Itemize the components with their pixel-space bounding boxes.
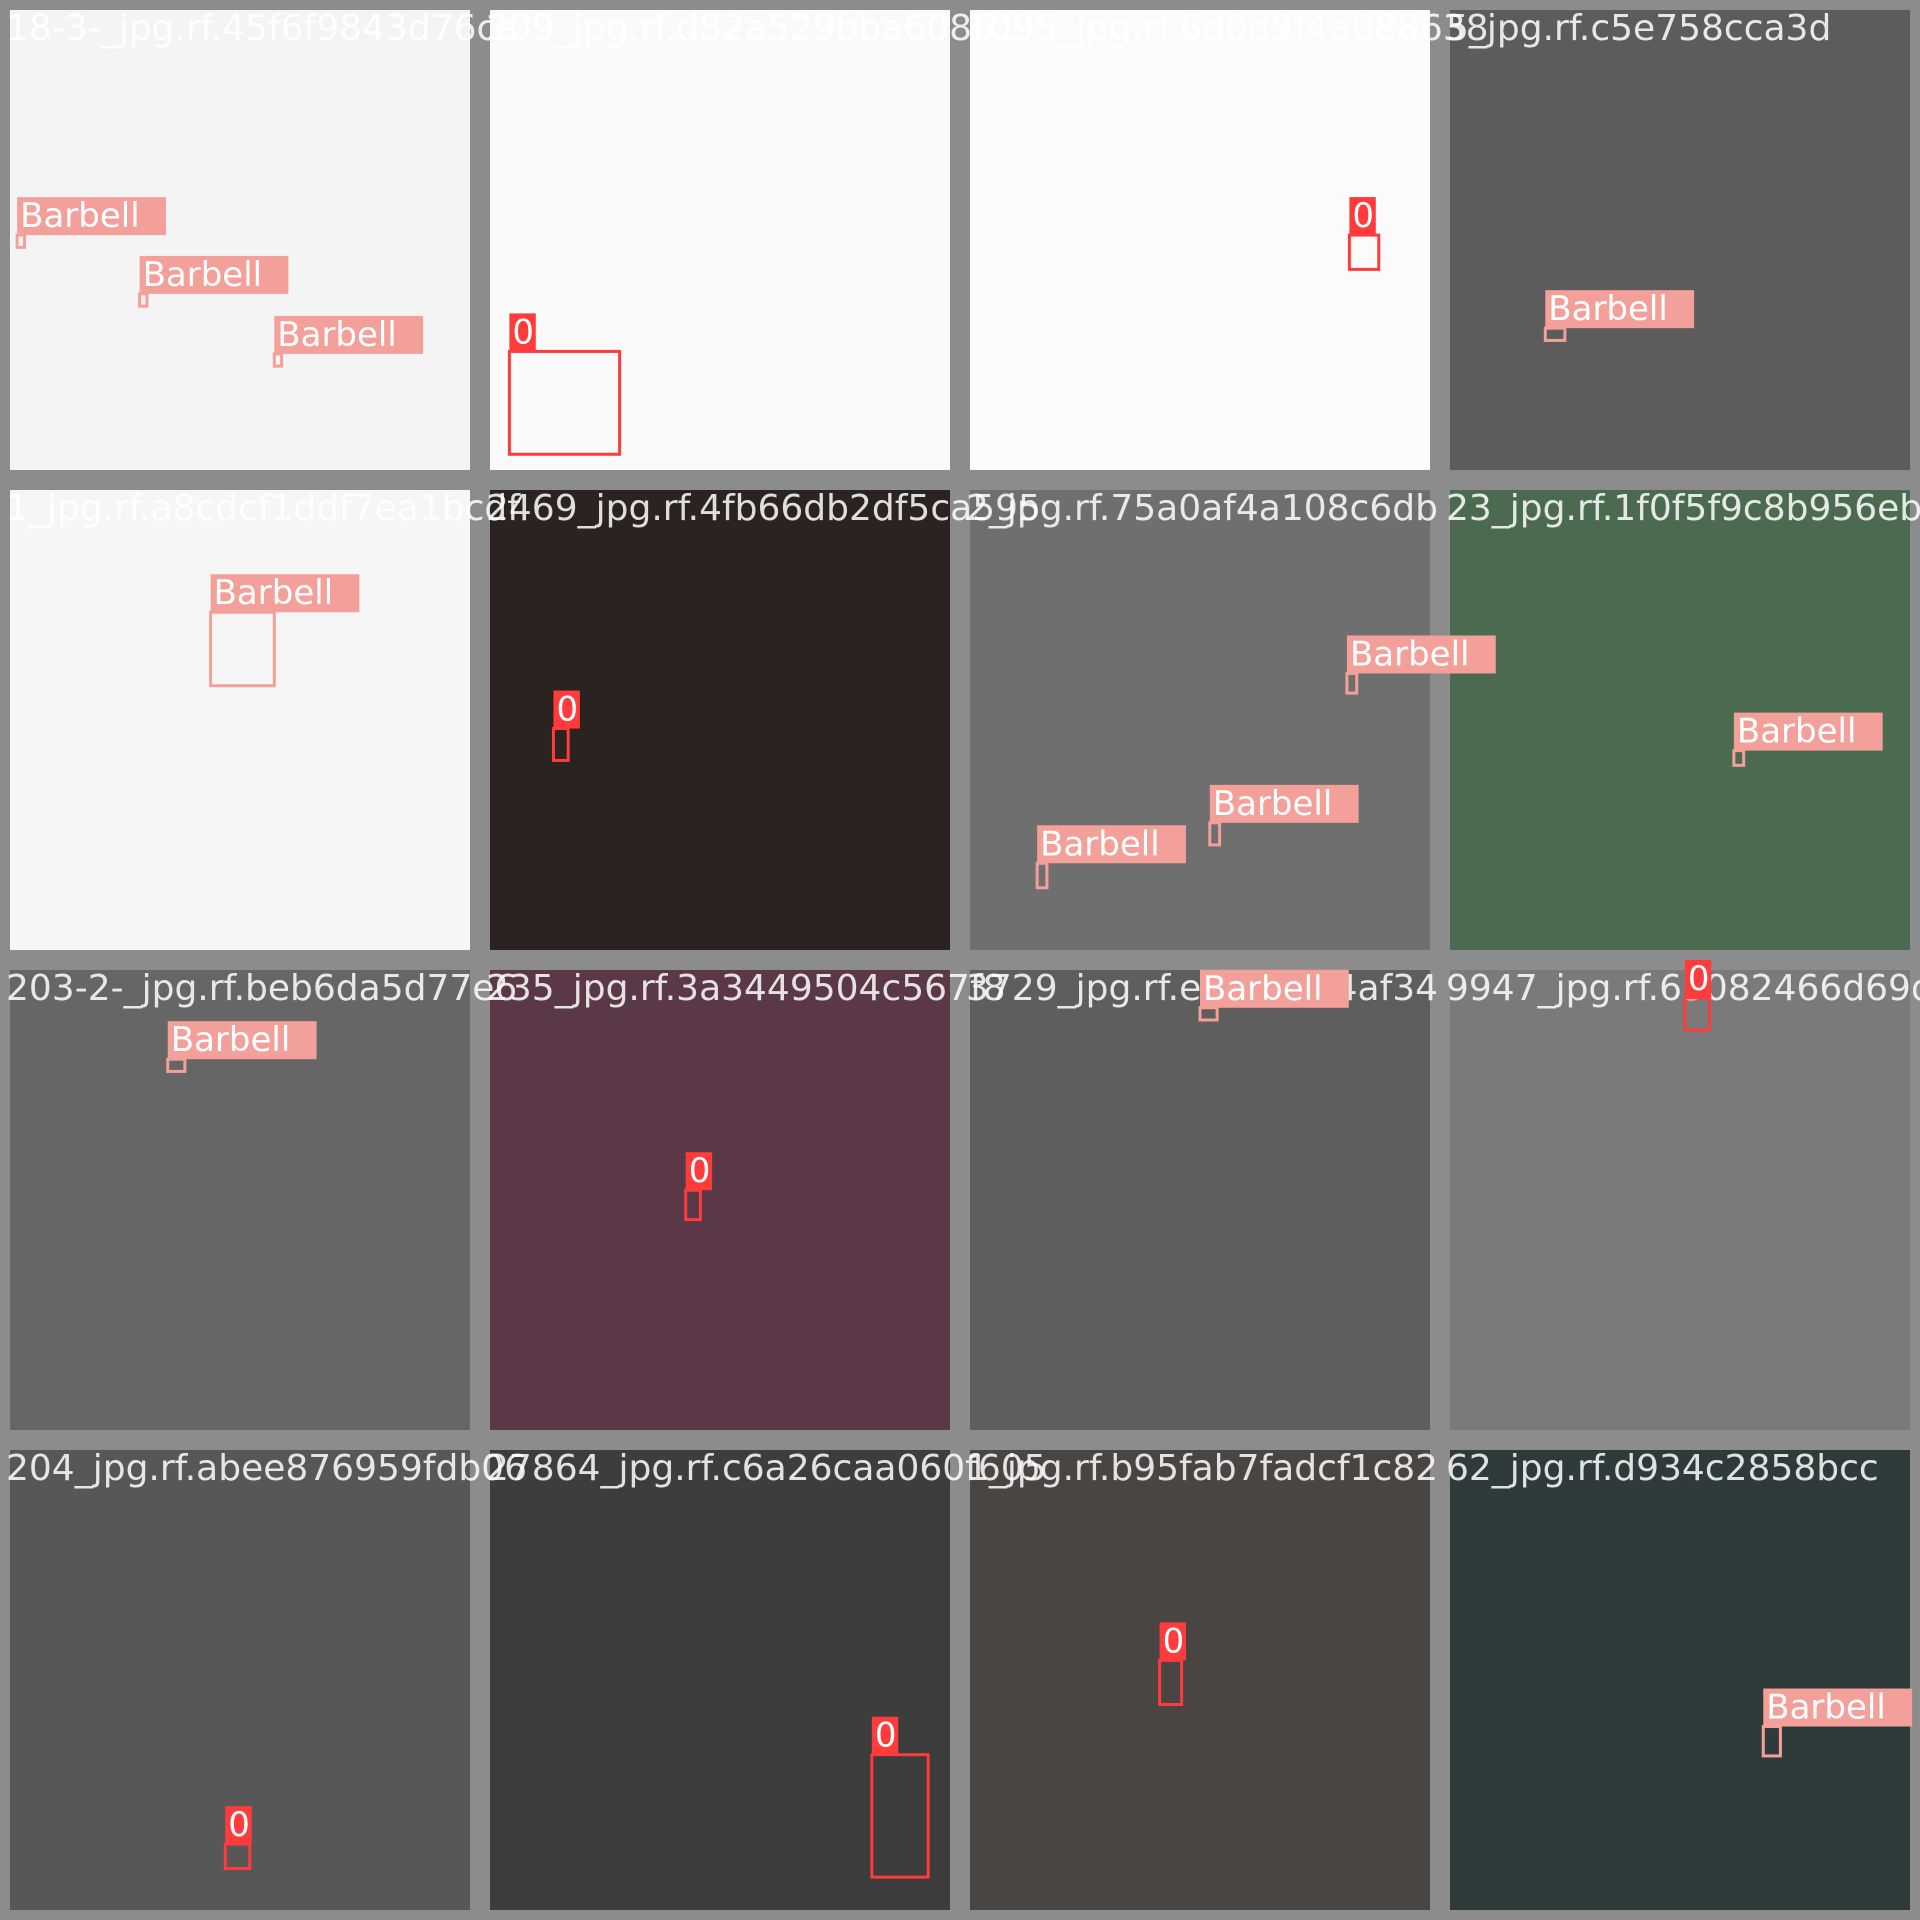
box-label: 0 bbox=[556, 690, 578, 730]
tile-filename: 203-2-_jpg.rf.beb6da5d77e6 bbox=[6, 968, 517, 1009]
box-label-bg bbox=[167, 1021, 317, 1060]
box-label-bg bbox=[685, 1152, 713, 1191]
box-label-bg bbox=[1684, 959, 1712, 998]
tile-filename: 2_jpg.rf.75a0af4a108c6db bbox=[966, 488, 1438, 529]
tile-filename: 5_jpg.rf.c5e758cca3d bbox=[1446, 8, 1831, 49]
box-label-bg bbox=[1349, 197, 1376, 236]
box-label: Barbell bbox=[1548, 289, 1668, 329]
box-label-bg bbox=[1037, 825, 1186, 864]
box-label-bg bbox=[1200, 969, 1349, 1008]
box-label-bg bbox=[139, 255, 289, 294]
tile-filename: 235_jpg.rf.3a3449504c567f8 bbox=[486, 968, 1006, 1009]
box-label-bg bbox=[1159, 1622, 1186, 1661]
tile-image bbox=[1450, 970, 1910, 1430]
box-label-bg bbox=[1545, 290, 1695, 329]
box-label: Barbell bbox=[1350, 634, 1470, 674]
box-label-bg bbox=[17, 197, 166, 236]
box-label: Barbell bbox=[143, 255, 263, 295]
tile-filename: 9947_jpg.rf.65082466d69d88 bbox=[1446, 968, 1920, 1009]
box-label-bg bbox=[1346, 635, 1496, 674]
tile-filename: 209_jpg.rf.d82a529bba60861 bbox=[486, 8, 1018, 49]
box-label: Barbell bbox=[171, 1020, 291, 1060]
tile-image bbox=[1450, 1450, 1910, 1910]
box-label-bg bbox=[1733, 712, 1883, 751]
box-label: 0 bbox=[1688, 959, 1710, 999]
box-label: Barbell bbox=[20, 196, 140, 236]
box-label: 0 bbox=[228, 1805, 250, 1845]
tile-filename: 18-3-_jpg.rf.45f6f9843d76ca bbox=[6, 8, 518, 49]
box-label: 0 bbox=[875, 1716, 897, 1756]
tile-filename: 1_jpg.rf.b95fab7fadcf1c82 bbox=[966, 1448, 1438, 1489]
tile-filename: 62_jpg.rf.d934c2858bcc bbox=[1446, 1448, 1879, 1489]
box-label-bg bbox=[1763, 1688, 1913, 1727]
box-label-bg bbox=[225, 1806, 252, 1845]
box-label-bg bbox=[274, 315, 424, 354]
tile-image bbox=[490, 970, 950, 1430]
tile-filename: 2469_jpg.rf.4fb66db2df5ca595 bbox=[486, 488, 1041, 529]
tile-image bbox=[10, 10, 470, 470]
tile-image bbox=[10, 490, 470, 950]
box-label: Barbell bbox=[214, 573, 334, 613]
box-label: 0 bbox=[689, 1151, 711, 1191]
box-label-bg bbox=[871, 1716, 899, 1755]
tile-filename: 1095_jpg.rf.6d0d9f4a088638 bbox=[966, 8, 1489, 49]
tile-image bbox=[1450, 10, 1910, 470]
tile-image bbox=[490, 10, 950, 470]
box-label-bg bbox=[553, 690, 580, 729]
box-label-bg bbox=[210, 574, 360, 613]
tile-image bbox=[970, 970, 1430, 1430]
box-label: 0 bbox=[1352, 196, 1374, 236]
box-label: Barbell bbox=[277, 315, 397, 355]
box-label: Barbell bbox=[1203, 969, 1323, 1009]
tile-image bbox=[490, 1450, 950, 1910]
box-label: Barbell bbox=[1213, 784, 1333, 824]
box-label: 0 bbox=[1163, 1621, 1185, 1661]
tile-filename: 27864_jpg.rf.c6a26caa060f605 bbox=[486, 1448, 1047, 1489]
box-label-bg bbox=[1209, 784, 1359, 823]
bounding-box bbox=[870, 1753, 930, 1879]
tile-filename: 204_jpg.rf.abee876959fdb06 bbox=[6, 1448, 527, 1489]
tile-image bbox=[970, 490, 1430, 950]
box-label: Barbell bbox=[1737, 712, 1857, 752]
bounding-box bbox=[507, 349, 622, 456]
box-label: 0 bbox=[512, 312, 534, 352]
tile-image bbox=[970, 1450, 1430, 1910]
bounding-box bbox=[166, 1057, 187, 1073]
box-label-bg bbox=[509, 313, 536, 352]
box-label: Barbell bbox=[1040, 824, 1160, 864]
tile-filename: 1_jpg.rf.a8cdcf1ddf7ea1bcdf bbox=[6, 488, 521, 529]
box-label: Barbell bbox=[1766, 1688, 1886, 1728]
tile-filename: 23_jpg.rf.1f0f5f9c8b956eb bbox=[1446, 488, 1920, 529]
tile-image bbox=[970, 10, 1430, 470]
